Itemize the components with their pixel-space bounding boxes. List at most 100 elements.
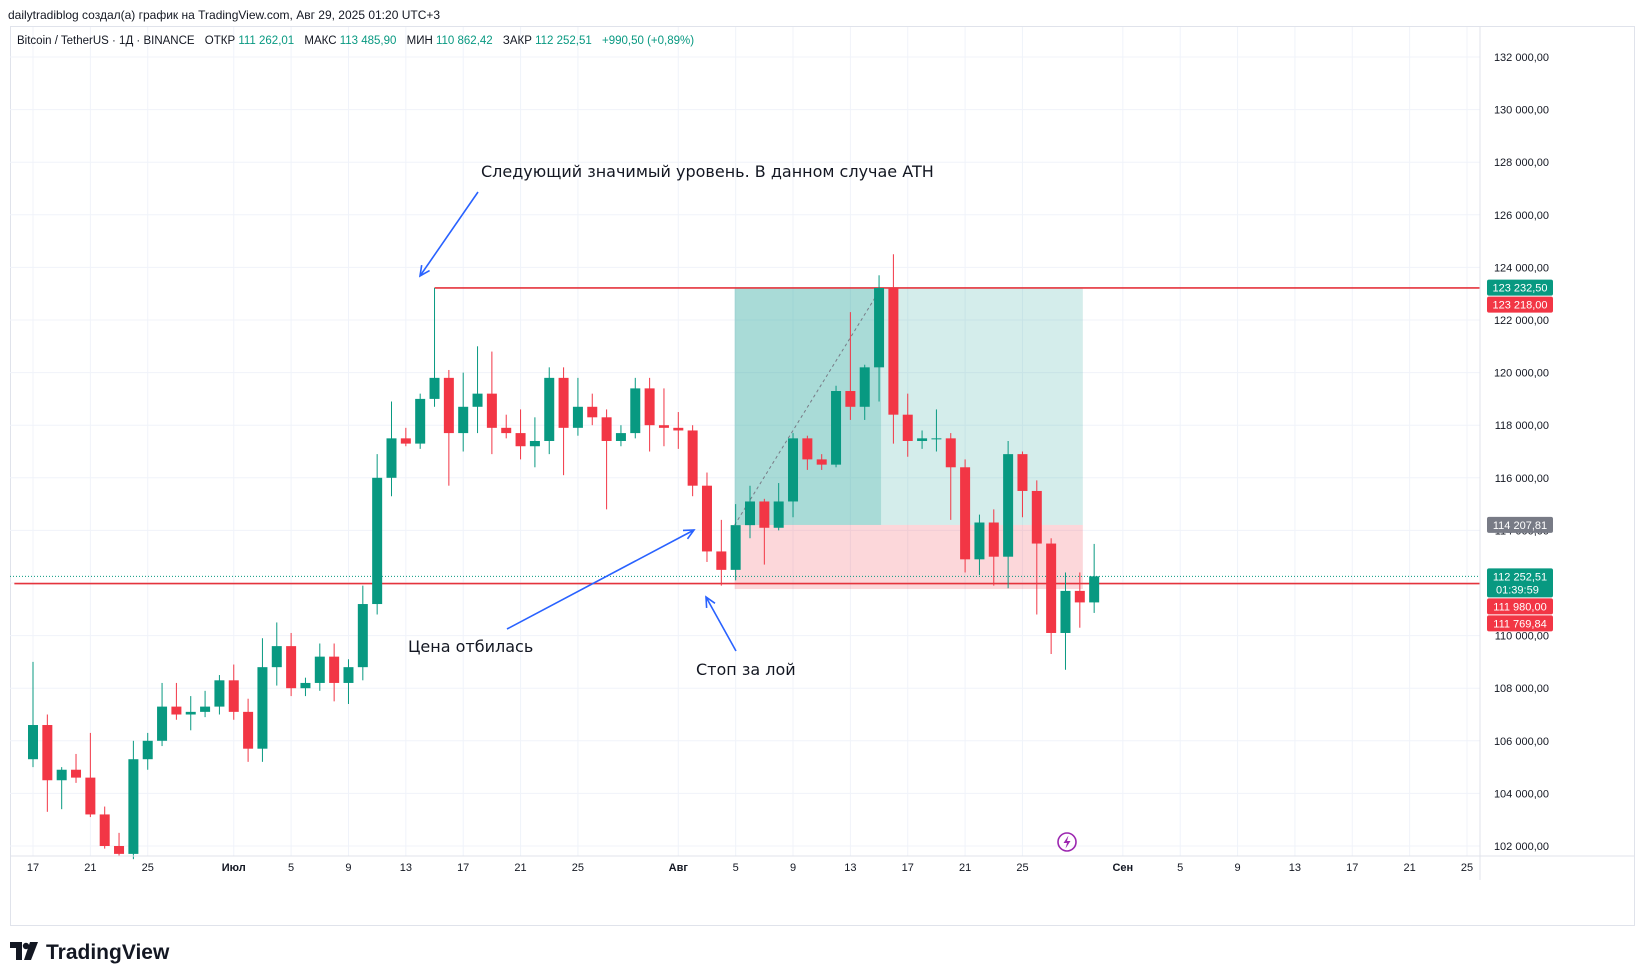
candle-body [200,706,211,712]
candles [28,254,1100,860]
candle-body [615,433,626,441]
chart[interactable]: 102 000,00 104 000,00 106 000,00 108 000,00… [0,0,1639,935]
candle [415,393,426,449]
candle [185,696,196,731]
candle-body [945,438,956,468]
candle-body [343,667,354,683]
candle-body [1060,590,1071,633]
candle-body [788,438,799,502]
candle [831,385,842,468]
candle [902,393,913,457]
candle [716,519,727,586]
x-tick-label: 21 [84,862,96,874]
candle [859,364,870,420]
price-label: 111 769,84 [1487,615,1553,632]
candle [788,433,799,518]
low-value: 110 862,42 [436,35,493,47]
arrow-to-bounce-head [682,529,696,540]
candle [1046,538,1057,655]
candle [515,409,526,460]
candle [200,690,211,718]
candle [1060,572,1071,670]
candle-body [386,438,397,478]
tradingview-logo[interactable]: TradingView [10,940,169,966]
candle [386,401,397,497]
candle [529,417,540,468]
y-tick-label: 104 000,00 [1494,788,1549,800]
candle-body [730,525,741,570]
candle [472,346,483,434]
x-tick-label: 5 [288,862,294,874]
price-label-text: 114 207,81 [1493,520,1547,532]
candle [56,767,67,810]
y-tick-label: 128 000,00 [1494,157,1549,169]
candle [99,806,110,849]
y-tick-label: 130 000,00 [1494,105,1549,117]
candle-body [257,667,268,749]
annotation-next-level: Следующий значимый уровень. В данном слу… [481,162,934,181]
candle-body [745,501,755,526]
candle-body [128,759,139,854]
candle-body [1031,490,1042,544]
candle [960,459,971,573]
price-label: 114 207,81 [1487,516,1553,533]
annotation-stop: Стоп за лой [696,660,796,679]
candle-body [142,740,153,760]
candle [271,622,282,686]
candle [400,427,411,447]
candle [114,832,125,857]
x-tick-label: 13 [400,862,412,874]
candle-body [1074,590,1085,603]
candle-body [42,725,53,781]
candle-body [673,427,684,431]
candle-body [443,377,454,434]
annotations: Следующий значимый уровень. В данном слу… [408,162,1077,852]
candle [658,388,669,447]
candle [601,409,612,510]
tradingview-logo-text: TradingView [46,941,170,964]
x-tick-label: Июл [222,862,246,874]
candle [874,275,885,402]
candle [544,367,555,455]
high-label: МАКС [304,35,336,47]
x-tick-label: 21 [1404,862,1416,874]
candle [701,472,712,562]
price-label-text: 111 769,84 [1493,618,1546,630]
price-label-text: 123 232,50 [1492,283,1547,295]
candle-body [960,467,971,560]
candle-body [888,287,899,415]
y-tick-label: 120 000,00 [1494,368,1549,380]
candle-body [71,769,82,778]
candle-body [931,438,942,440]
candle-body [400,438,411,444]
price-label: 111 980,00 [1487,598,1553,615]
x-tick-label: 9 [1234,862,1240,874]
chart-frame [10,26,1635,926]
candle [974,514,985,576]
x-tick-label: 13 [844,862,856,874]
candle [257,638,268,762]
candle-body [1003,454,1014,557]
candle-body [271,646,282,668]
candle-body [544,377,555,441]
price-label-countdown: 01:39:59 [1496,584,1539,596]
candle-body [486,393,497,428]
candle [486,351,497,455]
x-tick-label: 9 [345,862,351,874]
x-tick-label: 21 [514,862,526,874]
candle [171,682,182,720]
candle-body [587,406,598,418]
candle [1031,480,1042,615]
candle [458,372,469,452]
close-label: ЗАКР [503,35,532,47]
x-tick-label: 17 [27,862,39,874]
price-label-bg [1487,279,1553,296]
price-label-bg [1487,598,1553,615]
candle [357,585,368,681]
candle [1074,572,1085,628]
arrow-to-bounce-shaft [506,529,695,630]
price-label-bg [1487,568,1553,598]
candle [845,312,856,420]
candle-body [601,417,612,441]
y-tick-label: 132 000,00 [1494,52,1549,64]
